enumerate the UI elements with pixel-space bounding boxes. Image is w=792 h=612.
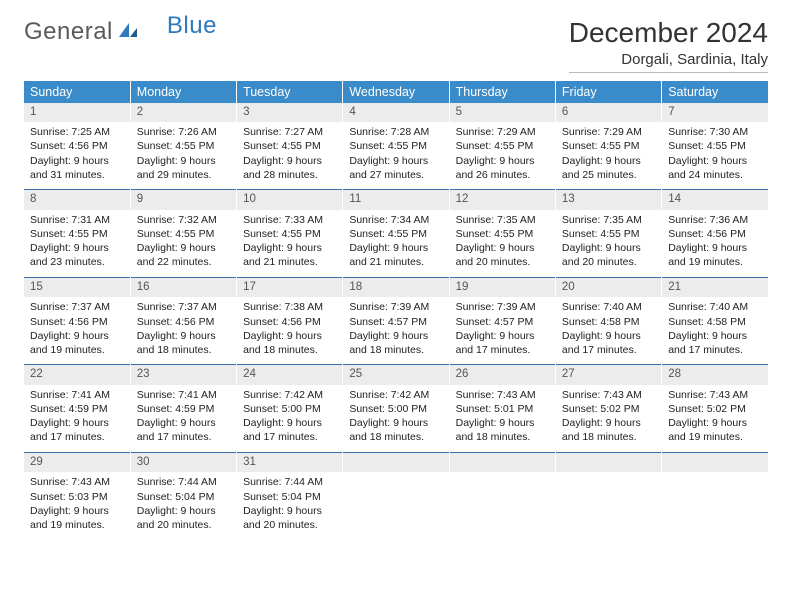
- weekday-header: Wednesday: [343, 81, 449, 103]
- header: General Blue December 2024 Dorgali, Sard…: [24, 18, 768, 73]
- day-number-cell: 18: [343, 277, 449, 297]
- calendar-page: General Blue December 2024 Dorgali, Sard…: [0, 0, 792, 557]
- month-title: December 2024: [569, 18, 768, 49]
- day-content-cell: [662, 472, 768, 539]
- day-content-cell: Sunrise: 7:34 AMSunset: 4:55 PMDaylight:…: [343, 210, 449, 278]
- day-number-cell: 21: [662, 277, 768, 297]
- day-content-cell: Sunrise: 7:37 AMSunset: 4:56 PMDaylight:…: [24, 297, 130, 365]
- day-content-cell: Sunrise: 7:41 AMSunset: 4:59 PMDaylight:…: [130, 385, 236, 453]
- weekday-header: Saturday: [662, 81, 768, 103]
- weekday-header: Monday: [130, 81, 236, 103]
- day-content-cell: Sunrise: 7:42 AMSunset: 5:00 PMDaylight:…: [237, 385, 343, 453]
- day-number-cell: 2: [130, 103, 236, 123]
- day-content-cell: Sunrise: 7:29 AMSunset: 4:55 PMDaylight:…: [449, 122, 555, 190]
- day-content-cell: Sunrise: 7:35 AMSunset: 4:55 PMDaylight:…: [555, 210, 661, 278]
- logo-sail-icon: [117, 18, 139, 46]
- day-content-cell: [343, 472, 449, 539]
- day-number-cell: 6: [555, 103, 661, 123]
- day-number-cell: [449, 452, 555, 472]
- day-number-cell: 22: [24, 365, 130, 385]
- day-content-cell: Sunrise: 7:27 AMSunset: 4:55 PMDaylight:…: [237, 122, 343, 190]
- day-content-cell: [449, 472, 555, 539]
- day-number-cell: 14: [662, 190, 768, 210]
- day-number-cell: 25: [343, 365, 449, 385]
- day-content-cell: Sunrise: 7:43 AMSunset: 5:02 PMDaylight:…: [555, 385, 661, 453]
- day-number-cell: 12: [449, 190, 555, 210]
- day-content-cell: Sunrise: 7:44 AMSunset: 5:04 PMDaylight:…: [130, 472, 236, 539]
- calendar-table: SundayMondayTuesdayWednesdayThursdayFrid…: [24, 81, 768, 540]
- day-number-cell: 15: [24, 277, 130, 297]
- day-number-cell: 16: [130, 277, 236, 297]
- day-number-cell: 28: [662, 365, 768, 385]
- day-content-cell: Sunrise: 7:37 AMSunset: 4:56 PMDaylight:…: [130, 297, 236, 365]
- calendar-body: 1234567Sunrise: 7:25 AMSunset: 4:56 PMDa…: [24, 103, 768, 540]
- day-number-cell: 8: [24, 190, 130, 210]
- day-number-cell: 4: [343, 103, 449, 123]
- logo: General Blue: [24, 18, 217, 46]
- logo-text-1: General: [24, 18, 113, 46]
- day-number-cell: 17: [237, 277, 343, 297]
- title-block: December 2024 Dorgali, Sardinia, Italy: [569, 18, 768, 73]
- day-number-cell: 31: [237, 452, 343, 472]
- day-number-cell: [343, 452, 449, 472]
- calendar-head: SundayMondayTuesdayWednesdayThursdayFrid…: [24, 81, 768, 103]
- day-content-cell: Sunrise: 7:26 AMSunset: 4:55 PMDaylight:…: [130, 122, 236, 190]
- day-number-cell: 11: [343, 190, 449, 210]
- day-content-cell: Sunrise: 7:32 AMSunset: 4:55 PMDaylight:…: [130, 210, 236, 278]
- day-number-cell: 23: [130, 365, 236, 385]
- weekday-header: Sunday: [24, 81, 130, 103]
- day-content-cell: Sunrise: 7:28 AMSunset: 4:55 PMDaylight:…: [343, 122, 449, 190]
- day-number-cell: 20: [555, 277, 661, 297]
- weekday-header: Friday: [555, 81, 661, 103]
- day-number-cell: [662, 452, 768, 472]
- day-content-cell: [555, 472, 661, 539]
- day-content-cell: Sunrise: 7:38 AMSunset: 4:56 PMDaylight:…: [237, 297, 343, 365]
- day-content-cell: Sunrise: 7:39 AMSunset: 4:57 PMDaylight:…: [449, 297, 555, 365]
- day-number-cell: 19: [449, 277, 555, 297]
- day-content-cell: Sunrise: 7:44 AMSunset: 5:04 PMDaylight:…: [237, 472, 343, 539]
- day-number-cell: 7: [662, 103, 768, 123]
- weekday-header: Thursday: [449, 81, 555, 103]
- day-content-cell: Sunrise: 7:25 AMSunset: 4:56 PMDaylight:…: [24, 122, 130, 190]
- day-content-cell: Sunrise: 7:43 AMSunset: 5:03 PMDaylight:…: [24, 472, 130, 539]
- day-number-cell: 26: [449, 365, 555, 385]
- day-content-cell: Sunrise: 7:36 AMSunset: 4:56 PMDaylight:…: [662, 210, 768, 278]
- day-number-cell: 29: [24, 452, 130, 472]
- logo-text-2: Blue: [167, 12, 217, 40]
- weekday-header: Tuesday: [237, 81, 343, 103]
- day-number-cell: 3: [237, 103, 343, 123]
- day-content-cell: Sunrise: 7:42 AMSunset: 5:00 PMDaylight:…: [343, 385, 449, 453]
- day-content-cell: Sunrise: 7:33 AMSunset: 4:55 PMDaylight:…: [237, 210, 343, 278]
- day-content-cell: Sunrise: 7:41 AMSunset: 4:59 PMDaylight:…: [24, 385, 130, 453]
- day-number-cell: 27: [555, 365, 661, 385]
- day-content-cell: Sunrise: 7:35 AMSunset: 4:55 PMDaylight:…: [449, 210, 555, 278]
- day-number-cell: 5: [449, 103, 555, 123]
- day-number-cell: 30: [130, 452, 236, 472]
- day-number-cell: 1: [24, 103, 130, 123]
- day-number-cell: 24: [237, 365, 343, 385]
- day-number-cell: [555, 452, 661, 472]
- day-number-cell: 10: [237, 190, 343, 210]
- day-content-cell: Sunrise: 7:40 AMSunset: 4:58 PMDaylight:…: [662, 297, 768, 365]
- day-number-cell: 13: [555, 190, 661, 210]
- location: Dorgali, Sardinia, Italy: [569, 51, 768, 73]
- day-content-cell: Sunrise: 7:43 AMSunset: 5:02 PMDaylight:…: [662, 385, 768, 453]
- day-content-cell: Sunrise: 7:29 AMSunset: 4:55 PMDaylight:…: [555, 122, 661, 190]
- day-number-cell: 9: [130, 190, 236, 210]
- day-content-cell: Sunrise: 7:40 AMSunset: 4:58 PMDaylight:…: [555, 297, 661, 365]
- day-content-cell: Sunrise: 7:39 AMSunset: 4:57 PMDaylight:…: [343, 297, 449, 365]
- day-content-cell: Sunrise: 7:31 AMSunset: 4:55 PMDaylight:…: [24, 210, 130, 278]
- day-content-cell: Sunrise: 7:43 AMSunset: 5:01 PMDaylight:…: [449, 385, 555, 453]
- day-content-cell: Sunrise: 7:30 AMSunset: 4:55 PMDaylight:…: [662, 122, 768, 190]
